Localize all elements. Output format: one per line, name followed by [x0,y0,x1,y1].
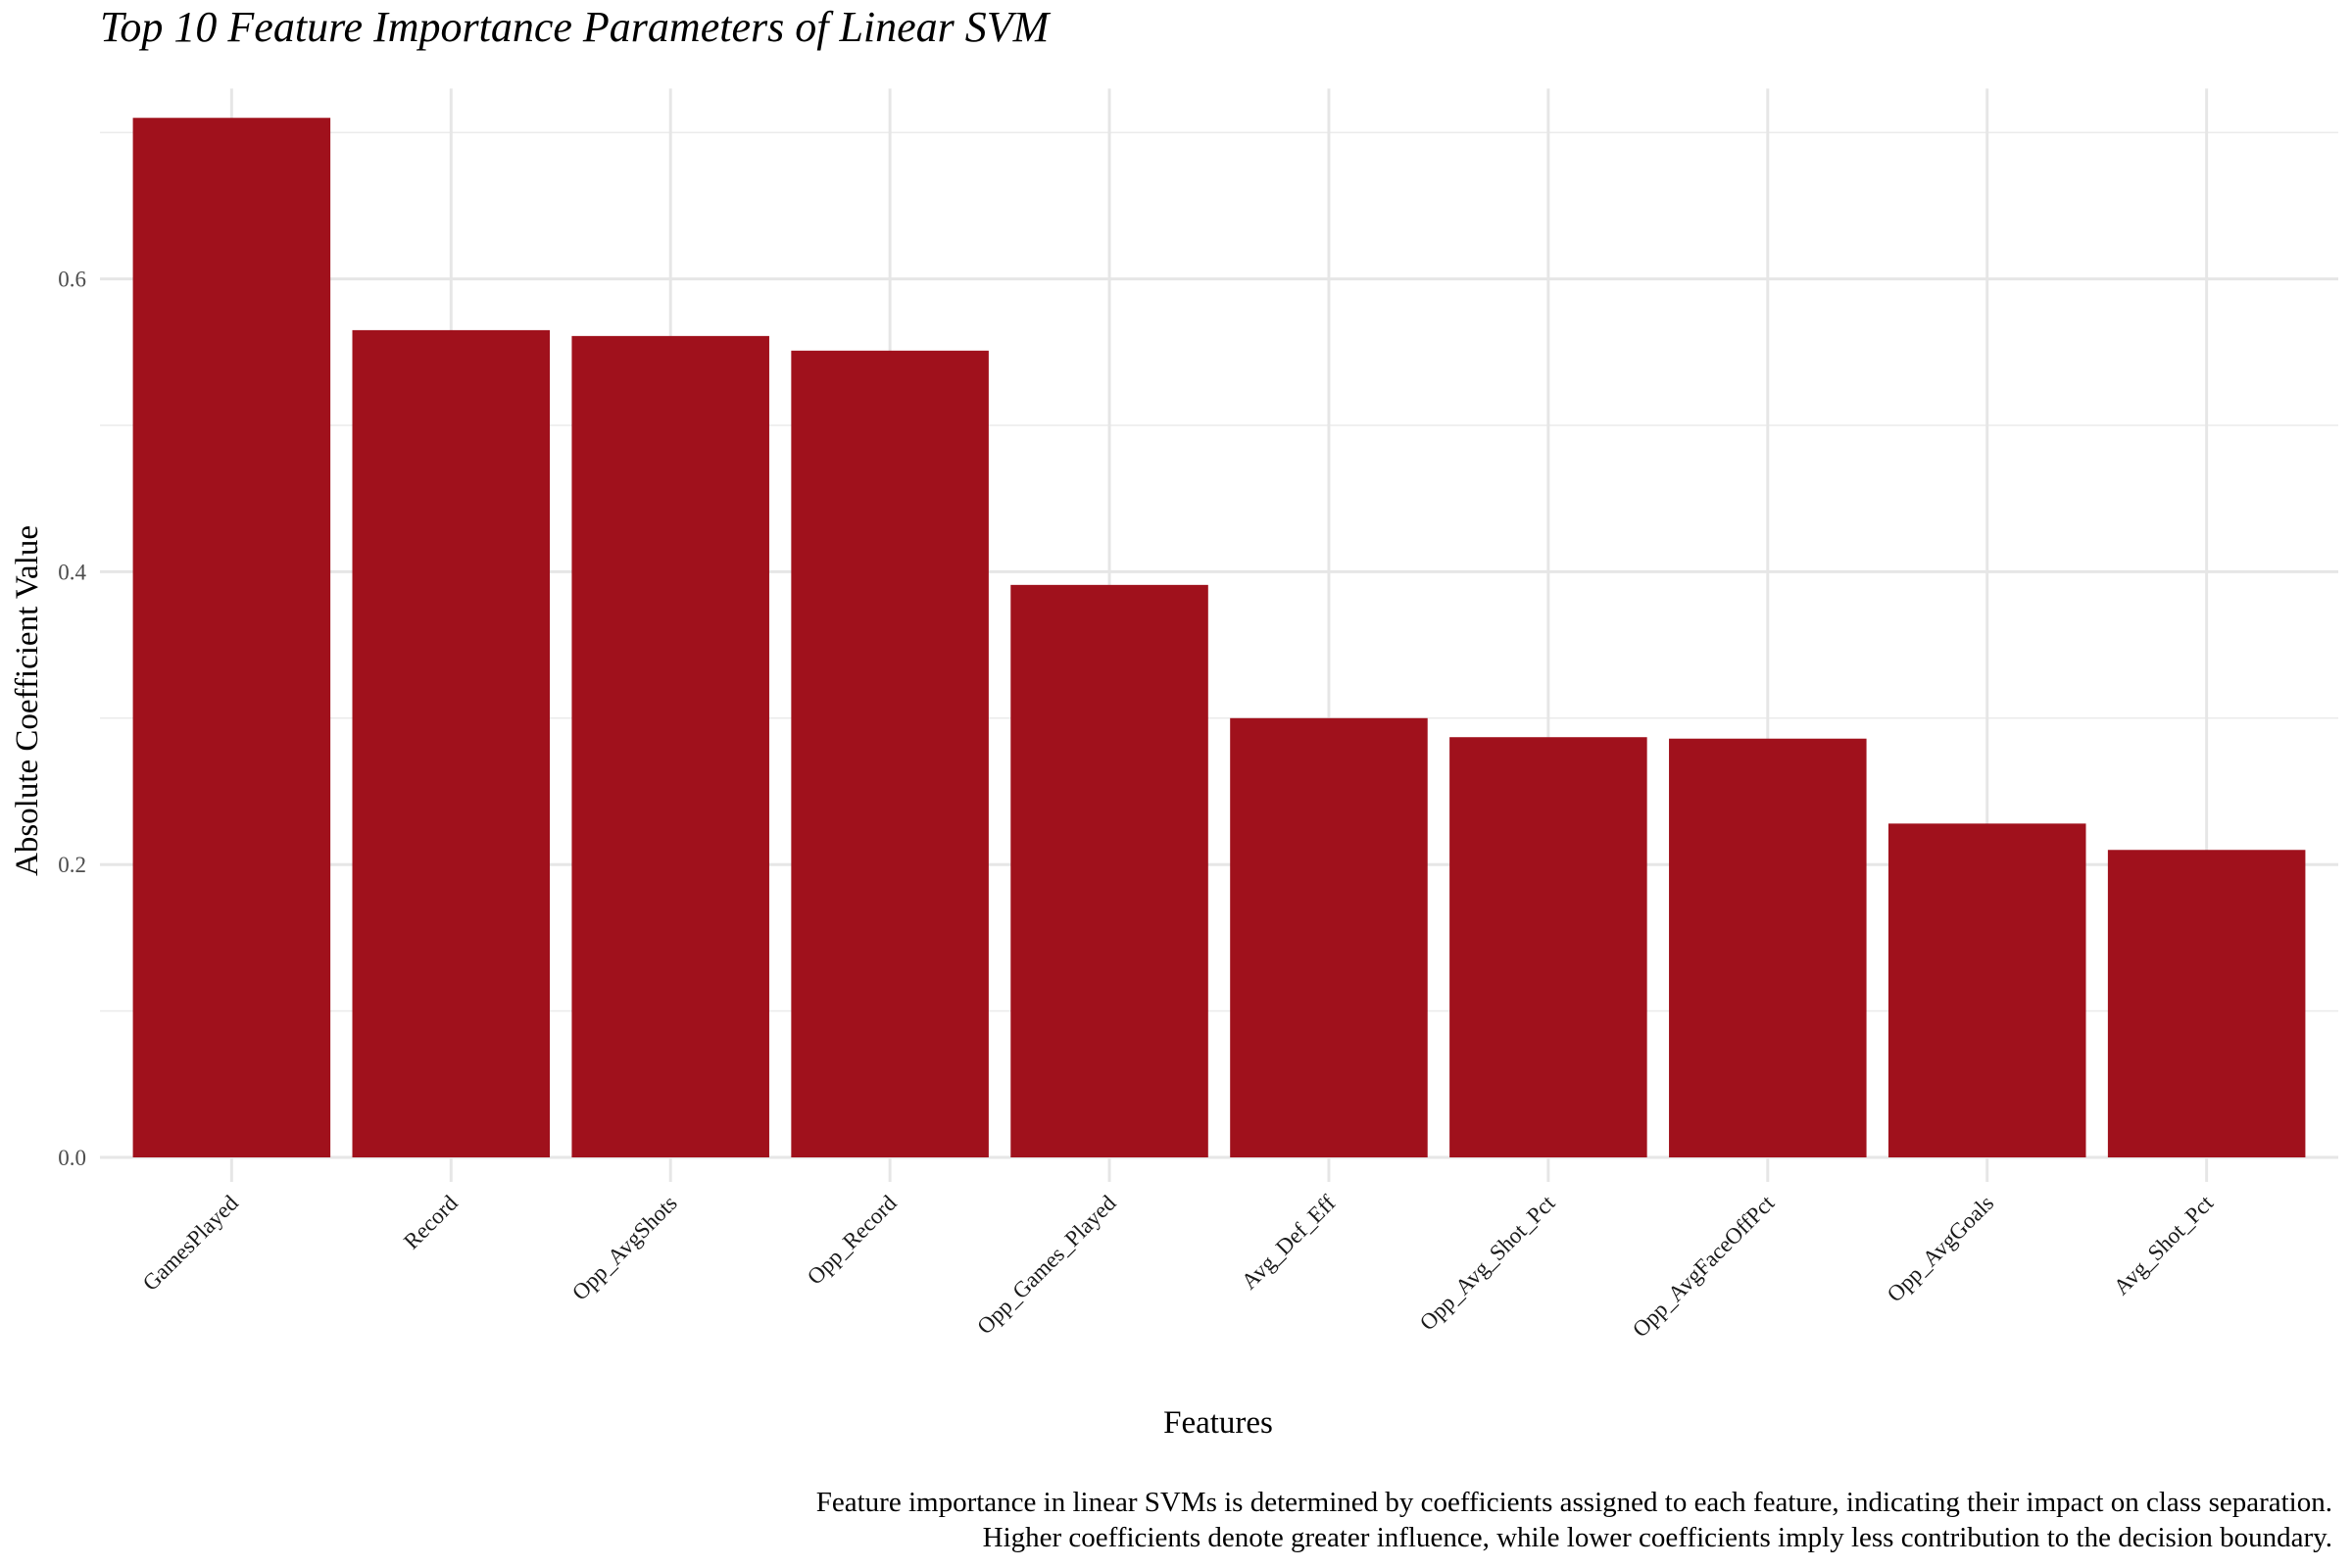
chart-title: Top 10 Feature Importance Parameters of … [100,3,1050,51]
chart-caption: Feature importance in linear SVMs is det… [816,1486,2332,1555]
y-tick-label: 0.2 [58,853,86,877]
x-axis-title: Features [1163,1405,1273,1441]
x-tick-label: Opp_Record [803,1191,902,1290]
y-tick-label: 0.6 [58,268,86,292]
x-tick-label: Opp_AvgShots [567,1191,682,1305]
y-axis-title: Absolute Coefficient Value [10,525,45,876]
x-tick-label: Opp_Avg_Shot_Pct [1415,1190,1560,1335]
bar-opp-avggoals [1887,823,2086,1157]
x-tick-label: Avg_Def_Eff [1237,1191,1341,1295]
bars [132,118,2306,1158]
x-axis-tick-labels: GamesPlayed Record Opp_AvgShots Opp_Record O… [138,1190,2219,1342]
x-tick-label: Opp_Games_Played [972,1191,1121,1340]
bar-record [352,329,551,1157]
bar-opp-avg-shot-pct [1449,737,1647,1157]
x-tick-label: Opp_AvgFaceOffPct [1628,1190,1780,1342]
bar-opp-record [791,350,989,1157]
y-tick-label: 0.4 [58,560,86,584]
x-tick-label: Opp_AvgGoals [1883,1191,1999,1307]
bar-opp-games-played [1010,584,1208,1157]
caption-line-1: Feature importance in linear SVMs is det… [815,1487,2332,1518]
bar-avg-def-eff [1230,717,1428,1157]
caption-line-2: Higher coefficients denote greater influ… [982,1521,2332,1553]
x-tick-label: Record [399,1191,463,1254]
y-axis-tick-labels: 0.0 0.2 0.4 0.6 [58,268,86,1170]
bar-opp-avgfaceoffpct [1669,738,1867,1157]
bar-avg-shot-pct [2107,850,2306,1157]
y-tick-label: 0.0 [58,1146,86,1170]
x-tick-label: GamesPlayed [138,1191,243,1296]
bar-opp-avgshots [571,335,769,1158]
bar-gamesplayed [132,118,331,1157]
x-tick-label: Avg_Shot_Pct [2109,1190,2219,1299]
